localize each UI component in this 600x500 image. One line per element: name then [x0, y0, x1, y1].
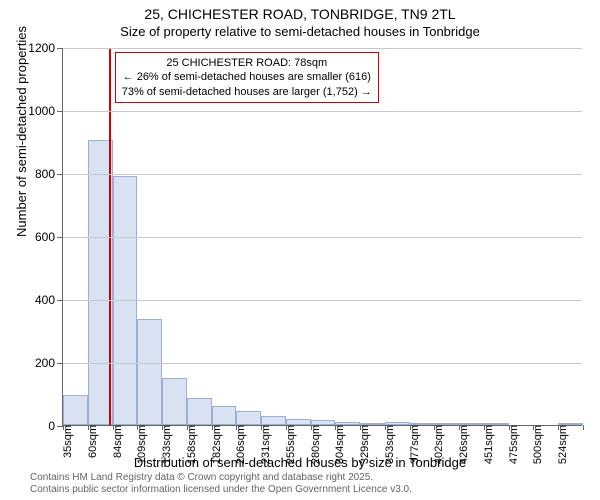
y-axis-label: Number of semi-detached properties	[14, 26, 29, 237]
gridline	[63, 174, 582, 175]
y-tick-label: 400	[35, 293, 63, 307]
x-tick-label: 84sqm	[110, 425, 124, 458]
histogram-bar	[137, 319, 162, 425]
plot-area: 25 CHICHESTER ROAD: 78sqm← 26% of semi-d…	[62, 48, 582, 426]
x-tick-label: 60sqm	[85, 425, 99, 458]
footer-attribution: Contains HM Land Registry data © Crown c…	[30, 472, 412, 496]
histogram-bar	[261, 416, 286, 425]
footer-line-2: Contains public sector information licen…	[30, 484, 412, 496]
annotation-box: 25 CHICHESTER ROAD: 78sqm← 26% of semi-d…	[115, 52, 379, 103]
gridline	[63, 300, 582, 301]
histogram-bar	[162, 378, 187, 425]
x-axis-label: Distribution of semi-detached houses by …	[0, 455, 600, 470]
chart-title: 25, CHICHESTER ROAD, TONBRIDGE, TN9 2TL	[0, 6, 600, 22]
y-tick-label: 1200	[28, 41, 63, 55]
histogram-bar	[63, 395, 88, 425]
annotation-line: 25 CHICHESTER ROAD: 78sqm	[122, 56, 372, 70]
histogram-bar	[187, 398, 212, 425]
gridline	[63, 111, 582, 112]
y-tick-label: 1000	[28, 104, 63, 118]
gridline	[63, 48, 582, 49]
gridline	[63, 237, 582, 238]
y-tick-label: 800	[35, 167, 63, 181]
gridline	[63, 363, 582, 364]
x-tick-label: 35sqm	[60, 425, 74, 458]
y-tick-label: 600	[35, 230, 63, 244]
chart-container: 25, CHICHESTER ROAD, TONBRIDGE, TN9 2TL …	[0, 0, 600, 500]
chart-subtitle: Size of property relative to semi-detach…	[0, 24, 600, 39]
histogram-bar	[212, 406, 237, 425]
annotation-line: 73% of semi-detached houses are larger (…	[122, 85, 372, 99]
footer-line-1: Contains HM Land Registry data © Crown c…	[30, 472, 412, 484]
annotation-line: ← 26% of semi-detached houses are smalle…	[122, 70, 372, 84]
histogram-bar	[236, 411, 261, 425]
x-tick	[583, 425, 584, 430]
title-block: 25, CHICHESTER ROAD, TONBRIDGE, TN9 2TL …	[0, 0, 600, 39]
y-tick-label: 200	[35, 356, 63, 370]
